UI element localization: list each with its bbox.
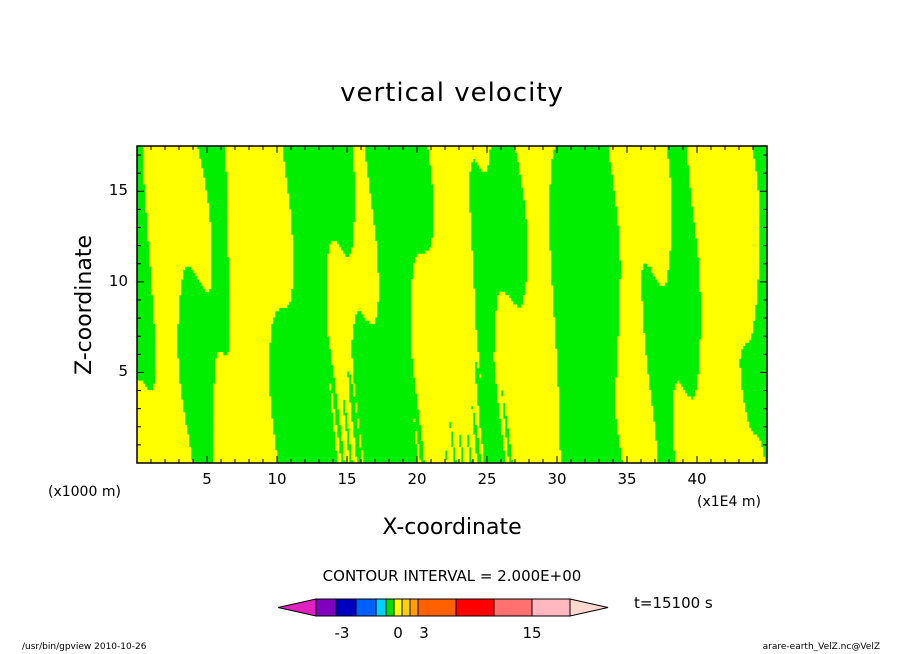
colorbar-tick-label: -3 — [334, 624, 350, 642]
x-tick-label: 5 — [202, 470, 212, 488]
x-tick-label: 10 — [267, 470, 287, 488]
contour-interval-label: CONTOUR INTERVAL = 2.000E+00 — [322, 567, 582, 585]
colorbar-swatch — [315, 598, 337, 617]
colorbar-high-arrow — [569, 598, 609, 617]
chart-title: vertical velocity — [340, 78, 564, 108]
colorbar-swatch — [401, 598, 411, 617]
colorbar-swatch — [385, 598, 395, 617]
colorbar-swatch — [355, 598, 377, 617]
footer-right: arare-earth_VelZ.nc@VelZ — [762, 642, 880, 652]
x-tick-label: 30 — [547, 470, 567, 488]
colorbar-tick-label: 3 — [419, 624, 429, 642]
x-tick-label: 25 — [477, 470, 497, 488]
plot-area — [137, 146, 767, 463]
time-label: t=15100 s — [634, 594, 713, 612]
colorbar-swatch — [531, 598, 571, 617]
positive-region — [137, 146, 766, 463]
colorbar-swatch — [417, 598, 457, 617]
y-tick-label: 15 — [108, 181, 128, 200]
colorbar-swatch — [393, 598, 403, 617]
colorbar-swatch — [375, 598, 387, 617]
colorbar-swatch — [335, 598, 357, 617]
x-unit-left: (x1000 m) — [48, 484, 121, 500]
colorbar-tick-label: 15 — [522, 624, 542, 642]
y-tick-label: 5 — [118, 362, 128, 381]
plot-frame — [136, 145, 768, 464]
axis-frame — [136, 145, 768, 464]
x-unit-right: (x1E4 m) — [697, 494, 761, 510]
y-axis-label: Z-coordinate — [72, 235, 97, 375]
x-axis-label: X-coordinate — [382, 515, 522, 540]
footer-left: /usr/bin/gpview 2010-10-26 — [22, 642, 147, 652]
colorbar-swatch — [493, 598, 533, 617]
x-tick-label: 15 — [337, 470, 357, 488]
x-tick-label: 40 — [687, 470, 707, 488]
colorbar-swatch — [409, 598, 419, 617]
x-tick-label: 35 — [617, 470, 637, 488]
colorbar — [277, 598, 609, 617]
colorbar-tick-label: 0 — [393, 624, 403, 642]
x-tick-label: 20 — [407, 470, 427, 488]
colorbar-low-arrow — [277, 598, 317, 617]
colorbar-swatch — [455, 598, 495, 617]
y-tick-label: 10 — [108, 271, 128, 290]
